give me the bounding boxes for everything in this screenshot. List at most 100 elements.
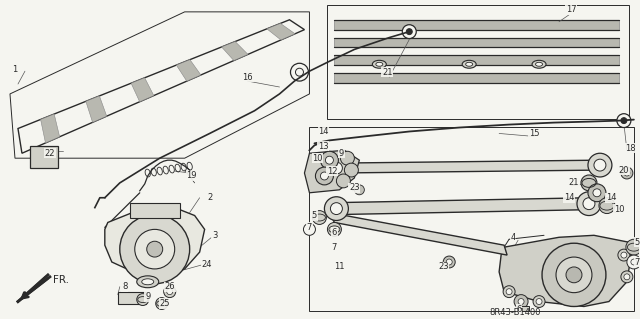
Text: 25: 25 [159, 299, 170, 308]
Polygon shape [330, 212, 507, 255]
Text: 1: 1 [12, 65, 17, 74]
Circle shape [321, 151, 339, 169]
Circle shape [621, 118, 627, 123]
Circle shape [312, 211, 326, 225]
Ellipse shape [462, 60, 476, 68]
Text: 2: 2 [207, 193, 212, 202]
Text: 7: 7 [634, 257, 639, 266]
Circle shape [291, 63, 308, 81]
Text: 5: 5 [312, 211, 317, 220]
Circle shape [330, 203, 342, 215]
Circle shape [626, 239, 640, 255]
Circle shape [556, 257, 592, 293]
Ellipse shape [466, 62, 473, 66]
Text: 6: 6 [516, 305, 522, 314]
Polygon shape [335, 198, 592, 215]
Circle shape [137, 293, 148, 306]
Polygon shape [335, 73, 619, 83]
Ellipse shape [376, 62, 383, 66]
Text: 15: 15 [529, 129, 540, 138]
Text: 10: 10 [614, 205, 624, 214]
Polygon shape [267, 23, 295, 40]
Text: 14: 14 [318, 127, 329, 136]
Text: 14: 14 [605, 193, 616, 202]
Ellipse shape [372, 60, 387, 68]
Text: FR.: FR. [53, 275, 69, 285]
Circle shape [599, 198, 615, 213]
Circle shape [583, 198, 595, 210]
Circle shape [324, 197, 348, 220]
Text: 26: 26 [164, 282, 175, 291]
Circle shape [627, 255, 640, 269]
Polygon shape [305, 150, 360, 193]
Polygon shape [335, 20, 619, 30]
Polygon shape [335, 38, 619, 48]
Circle shape [403, 25, 416, 39]
Text: 4: 4 [511, 233, 516, 242]
Circle shape [330, 162, 342, 174]
Text: 5: 5 [634, 238, 639, 247]
Text: 8: 8 [122, 282, 127, 291]
Ellipse shape [536, 62, 543, 66]
Circle shape [621, 167, 633, 179]
Circle shape [594, 159, 606, 171]
Circle shape [536, 299, 542, 305]
Circle shape [617, 114, 631, 128]
Circle shape [321, 172, 328, 180]
Circle shape [444, 256, 455, 268]
Polygon shape [177, 60, 201, 81]
Text: 19: 19 [186, 172, 197, 181]
Circle shape [618, 249, 630, 261]
Ellipse shape [532, 60, 546, 68]
Circle shape [147, 241, 163, 257]
Circle shape [588, 184, 606, 202]
Circle shape [631, 259, 637, 265]
Circle shape [296, 68, 303, 76]
Polygon shape [499, 235, 631, 307]
Circle shape [135, 229, 175, 269]
Polygon shape [335, 56, 619, 65]
Circle shape [581, 175, 597, 191]
Circle shape [166, 289, 173, 295]
Text: 23: 23 [438, 263, 449, 271]
Circle shape [577, 192, 601, 216]
Circle shape [624, 170, 630, 176]
Circle shape [303, 223, 316, 235]
Bar [30, 146, 58, 168]
Circle shape [164, 286, 176, 298]
Circle shape [503, 286, 515, 298]
Polygon shape [40, 114, 60, 143]
Text: 24: 24 [202, 261, 212, 270]
Circle shape [514, 295, 528, 308]
Polygon shape [105, 208, 205, 277]
Circle shape [156, 298, 168, 309]
Polygon shape [131, 78, 154, 102]
Circle shape [588, 153, 612, 177]
Text: 12: 12 [327, 167, 338, 175]
Circle shape [328, 222, 341, 236]
Bar [118, 292, 146, 303]
Circle shape [566, 267, 582, 283]
Polygon shape [18, 20, 305, 153]
Text: 7: 7 [307, 223, 312, 232]
Circle shape [324, 156, 348, 180]
Circle shape [406, 29, 412, 34]
Text: 21: 21 [382, 68, 392, 77]
Text: 7: 7 [332, 243, 337, 252]
Text: 8R43-B1400: 8R43-B1400 [489, 308, 541, 317]
Circle shape [325, 156, 333, 164]
Text: 21: 21 [569, 178, 579, 187]
Circle shape [624, 274, 630, 280]
Text: 17: 17 [566, 5, 576, 14]
Text: 16: 16 [243, 73, 253, 82]
Circle shape [337, 174, 350, 188]
Circle shape [518, 299, 524, 305]
Text: 23: 23 [349, 183, 360, 192]
Circle shape [340, 151, 355, 165]
Bar [517, 307, 529, 311]
Text: 22: 22 [45, 149, 55, 158]
Bar [130, 203, 180, 218]
Circle shape [506, 289, 512, 295]
Text: 20: 20 [619, 166, 629, 174]
Circle shape [533, 296, 545, 308]
